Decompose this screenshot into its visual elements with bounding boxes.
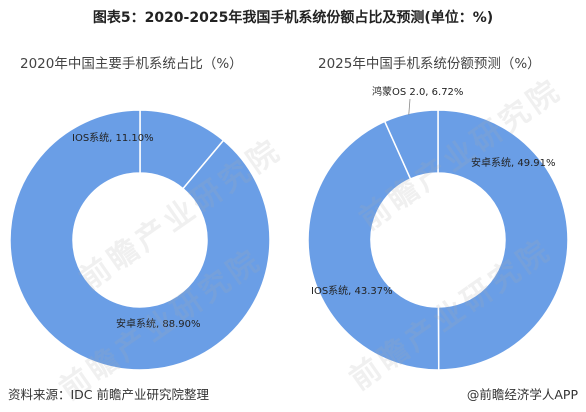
main-title: 图表5：2020-2025年我国手机系统份额占比及预测(单位：%) [92, 10, 494, 26]
slice-label: IOS系统, 11.10% [72, 131, 154, 144]
slice-label: 安卓系统, 88.90% [116, 317, 201, 330]
pie-slice [9, 109, 271, 371]
slice-label: IOS系统, 43.37% [311, 284, 393, 297]
chart-1-donut: IOS系统, 11.10% 安卓系统, 88.90% [9, 109, 271, 371]
leader-line [408, 98, 411, 115]
chart-2-title: 2025年中国手机系统份额预测（%） [318, 56, 541, 72]
slice-label: 安卓系统, 49.91% [471, 156, 556, 169]
brand-note: @前瞻经济学人APP [466, 387, 578, 402]
pie-slice [383, 109, 439, 180]
chart-1-title: 2020年中国主要手机系统占比（%） [20, 56, 243, 72]
chart-2-donut: 安卓系统, 49.91% IOS系统, 43.37% 鸿蒙OS 2.0, 6.72% [307, 85, 569, 371]
pie-slice [307, 120, 440, 371]
slice-label: 鸿蒙OS 2.0, 6.72% [372, 85, 463, 98]
pie-slice [437, 109, 569, 371]
source-note: 资料来源：IDC 前瞻产业研究院整理 [8, 387, 210, 402]
